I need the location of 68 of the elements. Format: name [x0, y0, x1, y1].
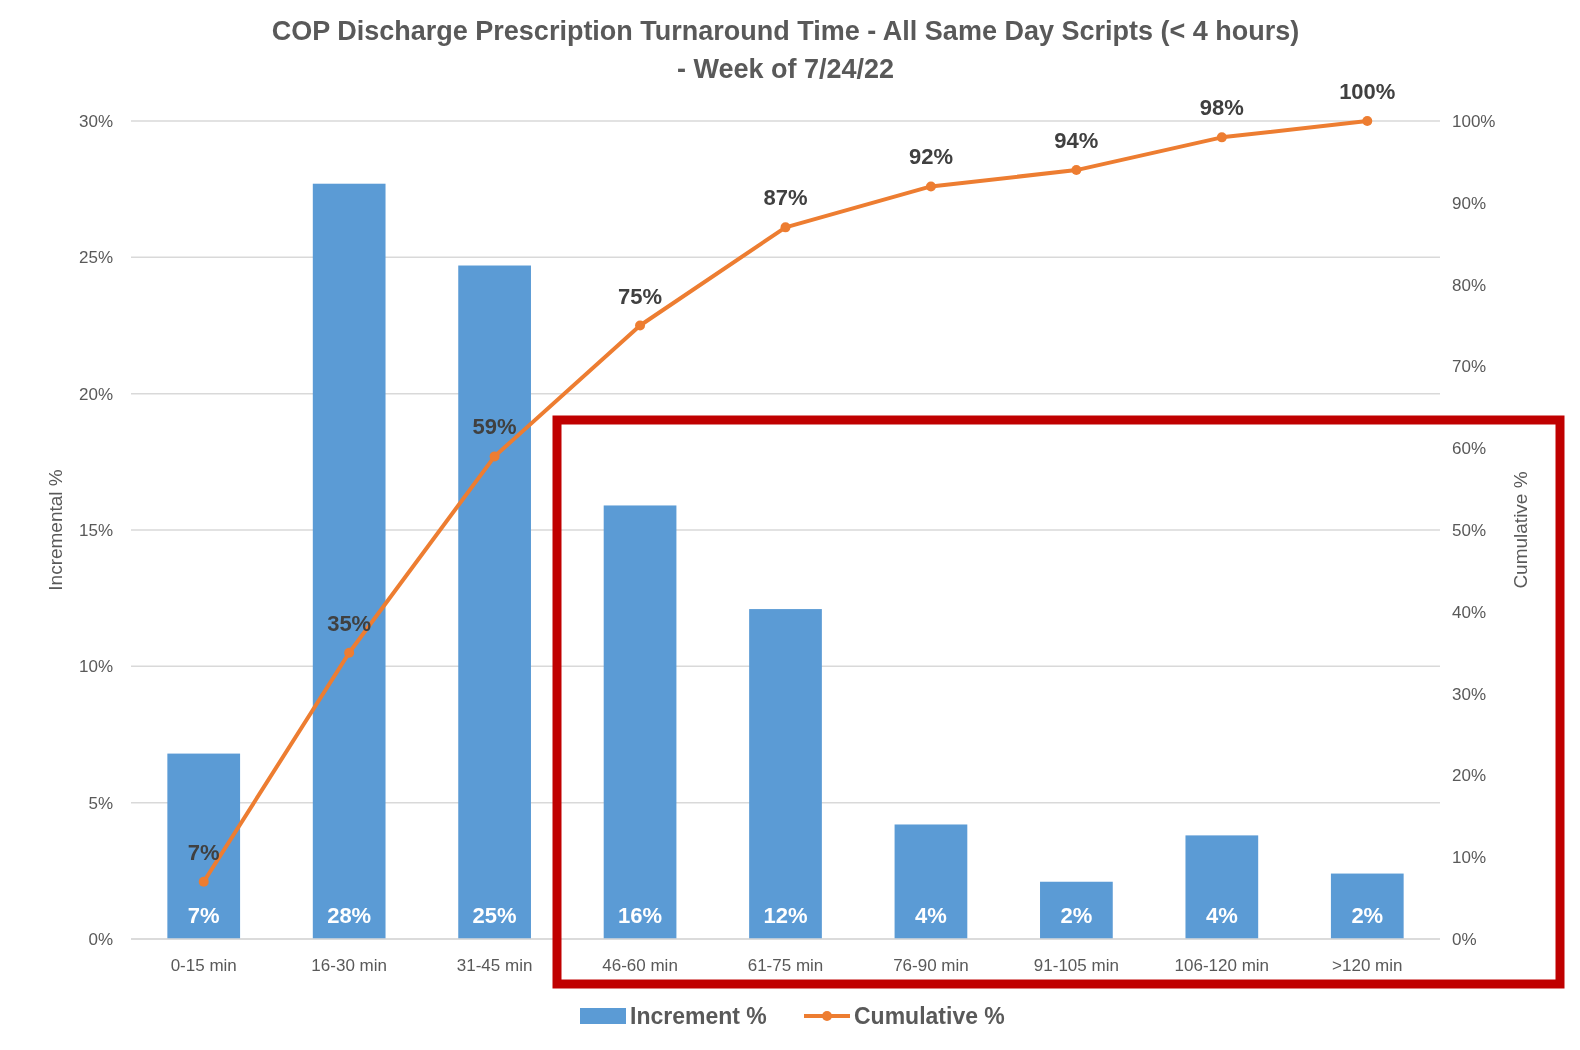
x-tick-label: >120 min: [1332, 956, 1403, 975]
y-axis-title: Incremental %: [45, 469, 66, 591]
y-tick-label: 25%: [78, 248, 113, 268]
point: [1216, 132, 1227, 143]
y-tick-label: 30%: [78, 111, 113, 131]
bar: [894, 824, 968, 939]
data-label: 7%: [187, 903, 220, 928]
y2-tick-label: 90%: [1452, 193, 1487, 213]
x-tick-label: 16-30 min: [311, 956, 387, 975]
bar: [312, 183, 386, 939]
x-tick-label: 31-45 min: [456, 956, 533, 975]
data-label: 59%: [472, 414, 517, 440]
bar: [749, 609, 822, 939]
x-tick-label: 91-105 min: [1033, 956, 1119, 975]
y2-tick-label: 50%: [1452, 520, 1487, 540]
data-label: 2%: [1351, 903, 1384, 928]
y-tick-label: 20%: [78, 384, 113, 404]
y2-tick-label: 40%: [1452, 602, 1487, 622]
point: [344, 647, 355, 658]
legend-label: Increment %: [630, 1003, 767, 1030]
x-tick-label: 0-15 min: [170, 956, 237, 975]
bar: [1040, 881, 1113, 939]
data-label: 7%: [187, 839, 220, 865]
y2-tick-label: 10%: [1452, 848, 1487, 868]
x-tick-label: 61-75 min: [747, 956, 824, 975]
bar: [1185, 835, 1259, 939]
data-label: 92%: [908, 144, 953, 170]
point: [1362, 116, 1373, 126]
y2-axis-title: Cumulative %: [1510, 471, 1531, 589]
y-tick-label: 5%: [88, 793, 113, 813]
bar: [1330, 873, 1404, 939]
y-tick-label: 10%: [78, 657, 113, 677]
data-label: 4%: [915, 903, 947, 928]
x-tick-label: 76-90 min: [893, 956, 969, 975]
y2-tick-label: 70%: [1452, 357, 1487, 377]
data-label: 2%: [1060, 903, 1093, 928]
bar: [603, 505, 677, 939]
y-tick-label: 0%: [88, 929, 113, 949]
point: [635, 320, 646, 331]
x-tick-label: 106-120 min: [1174, 956, 1270, 975]
point: [780, 222, 791, 233]
data-label: 12%: [763, 903, 808, 928]
y2-tick-label: 30%: [1452, 684, 1487, 704]
point: [198, 876, 209, 887]
point: [489, 451, 500, 462]
data-label: 28%: [327, 903, 372, 928]
y2-tick-label: 20%: [1452, 766, 1487, 786]
data-label: 35%: [327, 610, 372, 636]
point: [925, 181, 936, 192]
data-label: 75%: [618, 283, 663, 309]
data-label: 4%: [1205, 903, 1238, 928]
legend-label: Cumulative %: [854, 1003, 1005, 1030]
y2-tick-label: 80%: [1452, 275, 1487, 295]
bar: [458, 265, 531, 939]
data-label: 100%: [1339, 79, 1396, 104]
y-tick-label: 15%: [78, 520, 113, 540]
data-label: 25%: [472, 903, 517, 928]
y2-tick-label: 60%: [1452, 439, 1487, 459]
y2-tick-label: 100%: [1452, 111, 1496, 131]
y2-tick-label: 0%: [1452, 929, 1477, 949]
data-label: 16%: [618, 903, 663, 928]
chart-title: COP Discharge Prescription Turnaround Time - All Same Day Scripts (< 4 hours) - Week of 7/24/22: [271, 16, 1300, 84]
data-label: 87%: [763, 185, 808, 211]
data-label: 94%: [1054, 128, 1099, 154]
point: [1071, 165, 1082, 176]
x-tick-label: 46-60 min: [602, 956, 678, 975]
bar: [167, 753, 241, 939]
data-label: 98%: [1199, 95, 1244, 121]
